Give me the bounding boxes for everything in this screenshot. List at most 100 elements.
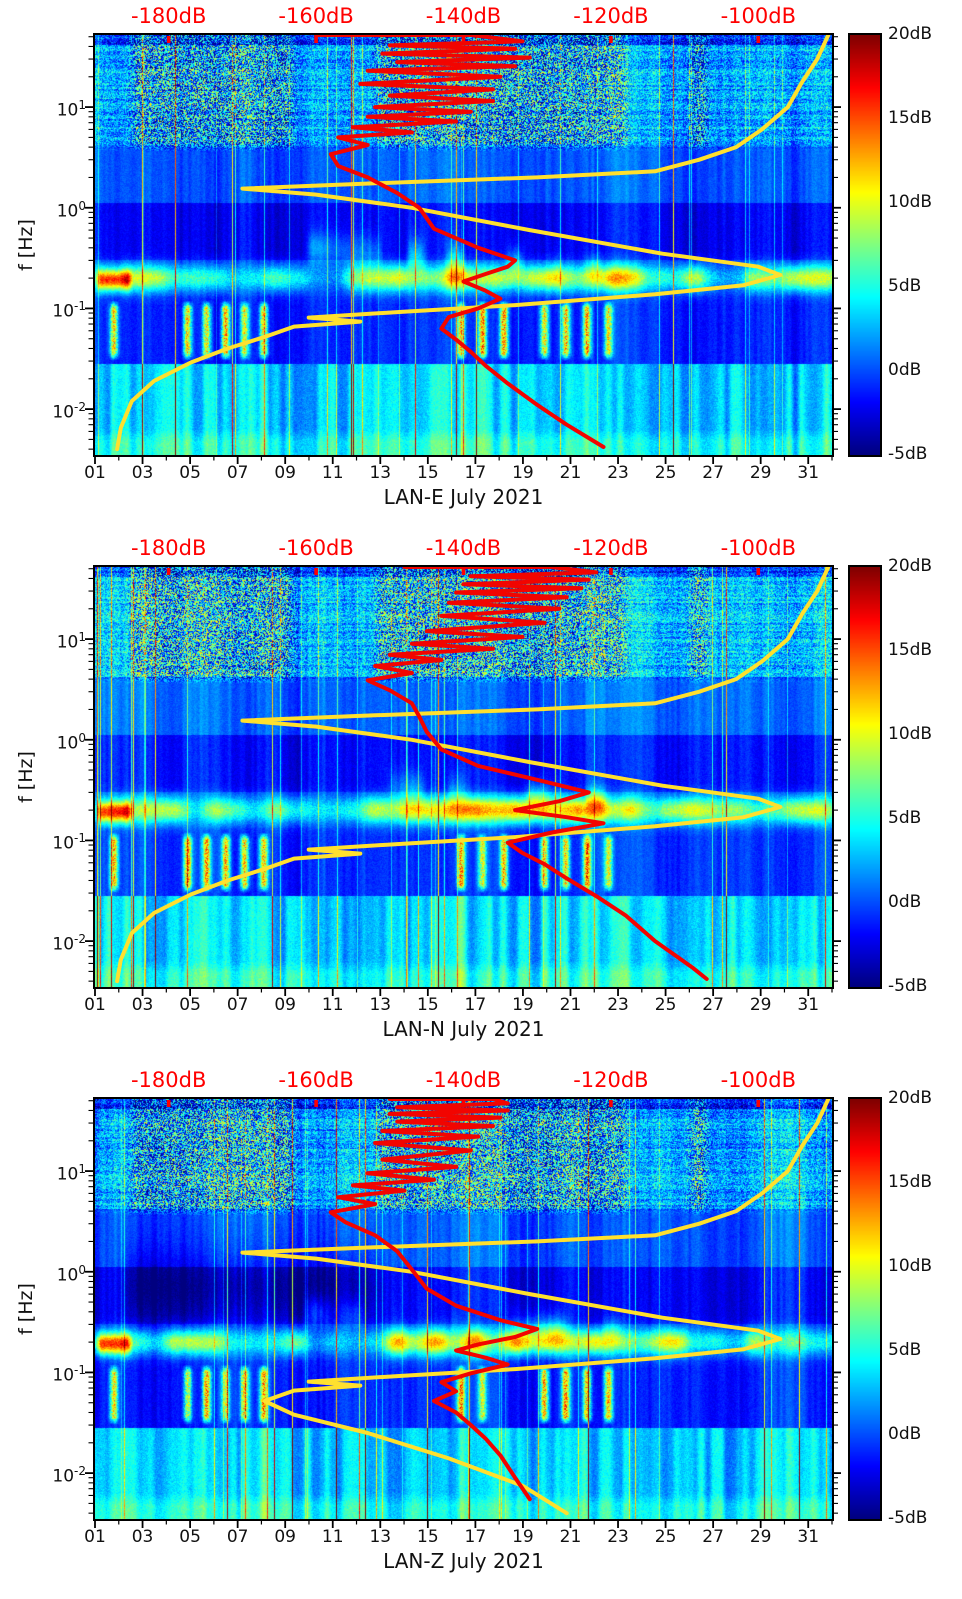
plot-overlay <box>85 565 882 996</box>
colorbar-tick-label: 10dB <box>888 724 933 744</box>
plot-border <box>93 33 834 457</box>
panel-xlabel: LAN-E July 2021 <box>383 485 544 509</box>
y-tick-base: 10 <box>52 402 75 423</box>
colorbar-border <box>848 33 882 457</box>
y-tick-label: 101 <box>36 95 86 121</box>
x-tick-label: 31 <box>797 463 820 483</box>
colorbar-tick-label: 0dB <box>888 892 922 912</box>
colorbar-tick-label: 0dB <box>888 360 922 380</box>
colorbar-tick-label: 10dB <box>888 1256 933 1276</box>
spectrogram-panel-lan-n: -180dB -160dB -140dB -120dB -100dB 101 100 10-1… <box>0 532 962 1064</box>
y-tick-base: 10 <box>52 934 75 955</box>
top-axis-red-tick <box>314 568 318 575</box>
x-tick-label: 13 <box>369 1527 392 1547</box>
x-tick-label: 11 <box>321 463 344 483</box>
x-tick-label: 03 <box>131 995 154 1015</box>
x-tick-label: 01 <box>84 463 106 483</box>
x-tick-label: 29 <box>749 463 772 483</box>
x-tick-label: 21 <box>559 995 582 1015</box>
x-tick-label: 23 <box>607 995 629 1015</box>
x-tick-label: 07 <box>226 463 249 483</box>
x-tick-label: 01 <box>84 1527 106 1547</box>
yellow-noise-model-curve <box>240 1099 831 1516</box>
y-tick-label: 101 <box>36 627 86 653</box>
top-axis-red-tick <box>314 36 318 43</box>
top-axis-db-label: -140dB <box>425 4 502 28</box>
colorbar-tick-label: -5dB <box>888 976 928 996</box>
colorbar-gradient <box>850 1099 880 1519</box>
x-tick-label: 03 <box>131 1527 154 1547</box>
panel-xlabel: LAN-Z July 2021 <box>383 1549 544 1573</box>
x-tick-label: 29 <box>749 1527 772 1547</box>
x-tick-label: 05 <box>179 1527 201 1547</box>
y-tick-label: 10-1 <box>36 828 86 854</box>
x-tick-label: 31 <box>797 995 820 1015</box>
top-axis-red-tick <box>756 568 761 575</box>
y-tick-base: 10 <box>52 1366 75 1387</box>
x-tick-label: 15 <box>417 1527 439 1547</box>
y-tick-base: 10 <box>56 100 79 121</box>
colorbar-gradient <box>850 35 880 455</box>
y-axis-label: f [Hz] <box>15 219 37 271</box>
x-tick-label: 17 <box>464 995 487 1015</box>
y-tick-label: 10-1 <box>36 1360 86 1386</box>
top-axis-db-label: -120dB <box>573 4 649 28</box>
colorbar-border <box>848 1097 882 1521</box>
spectrogram-heatmap <box>95 567 832 987</box>
colorbar-tick-label: 0dB <box>888 1424 922 1444</box>
red-median-psd-curve <box>328 1099 540 1502</box>
x-tick-label: 21 <box>559 1527 582 1547</box>
top-axis-red-tick <box>461 36 466 43</box>
x-tick-label: 29 <box>749 995 772 1015</box>
top-axis-db-label: -100dB <box>720 536 796 560</box>
colorbar-tick-label: -5dB <box>888 444 928 464</box>
colorbar-border <box>848 565 882 989</box>
x-tick-label: 05 <box>179 995 201 1015</box>
top-axis-db-label: -180dB <box>130 4 207 28</box>
top-axis-red-tick <box>166 568 171 575</box>
top-axis-db-label: -160dB <box>278 1068 354 1092</box>
plot-overlay <box>85 1097 882 1528</box>
x-tick-label: 27 <box>702 995 724 1015</box>
y-tick-base: 10 <box>56 733 79 754</box>
x-tick-label: 15 <box>417 463 439 483</box>
top-axis-db-label: -160dB <box>278 536 354 560</box>
colorbar-tick-label: 5dB <box>888 808 922 828</box>
y-tick-base: 10 <box>56 632 79 653</box>
colorbar-tick-label: -5dB <box>888 1508 928 1528</box>
x-tick-label: 21 <box>559 463 582 483</box>
y-tick-label: 10-2 <box>36 397 86 423</box>
spectrogram-panel-lan-e: -180dB -160dB -140dB -120dB -100dB 101 100 10-1… <box>0 0 962 532</box>
top-axis-db-label: -100dB <box>720 4 796 28</box>
y-tick-exponent: 1 <box>78 1162 86 1177</box>
y-tick-exponent: 1 <box>78 98 86 113</box>
y-tick-label: 100 <box>36 196 86 222</box>
y-tick-exponent: 0 <box>78 1262 86 1277</box>
x-tick-label: 09 <box>274 1527 296 1547</box>
top-axis-red-tick <box>166 1100 171 1107</box>
colorbar-tick-label: 20dB <box>888 24 933 44</box>
y-tick-exponent: -2 <box>74 932 86 947</box>
colorbar-tick-label: 20dB <box>888 1088 933 1108</box>
plot-border <box>93 565 834 989</box>
plot-overlay <box>85 33 882 464</box>
top-axis-db-label: -120dB <box>573 1068 649 1092</box>
x-tick-label: 19 <box>512 463 534 483</box>
x-tick-label: 27 <box>702 1527 724 1547</box>
x-tick-label: 23 <box>607 1527 629 1547</box>
x-tick-label: 07 <box>226 1527 249 1547</box>
panel-xlabel: LAN-N July 2021 <box>382 1017 545 1041</box>
red-median-psd-curve <box>365 567 709 981</box>
spectrogram-heatmap <box>95 35 832 455</box>
x-tick-label: 25 <box>654 1527 677 1547</box>
y-tick-base: 10 <box>56 201 79 222</box>
plot-border <box>93 1097 834 1521</box>
y-tick-label: 100 <box>36 728 86 754</box>
y-tick-base: 10 <box>56 1164 79 1185</box>
yellow-noise-model-curve <box>115 567 831 984</box>
top-axis-db-label: -140dB <box>425 536 502 560</box>
y-tick-label: 10-2 <box>36 1461 86 1487</box>
y-tick-label: 101 <box>36 1159 86 1185</box>
y-tick-base: 10 <box>52 834 75 855</box>
